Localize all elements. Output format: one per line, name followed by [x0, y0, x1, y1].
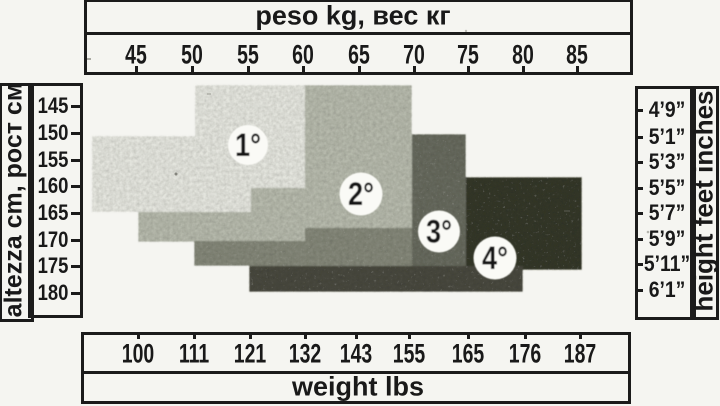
svg-text:2°: 2°	[348, 176, 374, 212]
svg-text:4°: 4°	[482, 240, 508, 276]
svg-text:1°: 1°	[235, 127, 261, 163]
svg-text:3°: 3°	[426, 214, 452, 250]
